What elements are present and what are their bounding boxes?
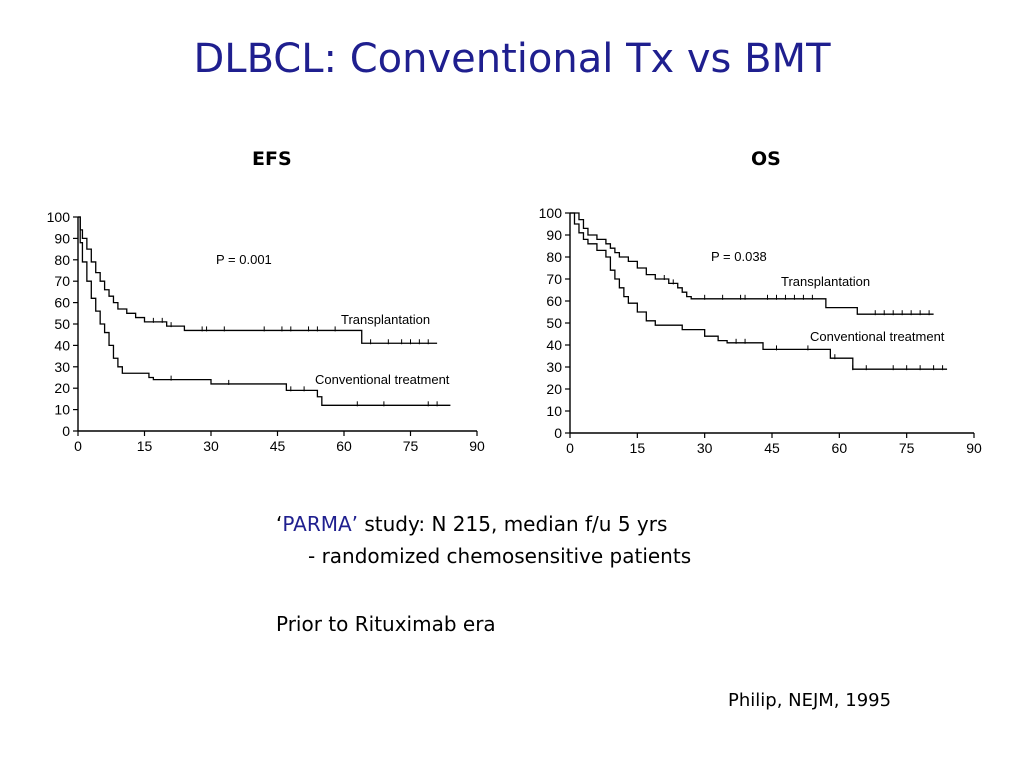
survival-curve-conventional	[78, 216, 451, 406]
series-label: Transplantation	[341, 312, 430, 327]
series-label: Conventional treatment	[810, 329, 945, 344]
study-name: PARMA’	[282, 512, 359, 536]
quote-open: ‘	[276, 512, 283, 536]
y-tick-label: 80	[546, 249, 562, 265]
slide-title: DLBCL: Conventional Tx vs BMT	[193, 36, 831, 82]
y-tick-label: 20	[546, 381, 562, 397]
p-value-annotation: P = 0.038	[711, 249, 767, 264]
y-tick-label: 70	[54, 273, 70, 289]
x-tick-label: 60	[336, 438, 352, 454]
survival-curve-conventional	[570, 212, 948, 370]
y-tick-label: 80	[54, 252, 70, 268]
p-value-annotation: P = 0.001	[216, 252, 272, 267]
y-tick-label: 60	[546, 293, 562, 309]
os-chart: 0 15 30 45 60 75 90 0 10 20 30 40 50 60 70 80 90 100 Trans…	[539, 205, 982, 456]
y-tick-label: 0	[554, 425, 562, 441]
series-label: Conventional treatment	[315, 372, 450, 387]
survival-curve-transplantation	[78, 216, 438, 344]
y-tick-label: 90	[546, 227, 562, 243]
study-details: study: N 215, median f/u 5 yrs	[358, 512, 668, 536]
notes-line-3: Prior to Rituximab era	[276, 612, 496, 636]
y-tick-label: 100	[539, 205, 563, 221]
x-tick-label: 0	[566, 440, 574, 456]
survival-curve-transplantation	[570, 212, 934, 315]
x-tick-label: 15	[630, 440, 646, 456]
y-tick-label: 40	[546, 337, 562, 353]
efs-panel-title: EFS	[252, 148, 292, 170]
notes-line-2: - randomized chemosensitive patients	[308, 544, 692, 568]
study-notes: ‘PARMA’ study: N 215, median f/u 5 yrs -…	[276, 508, 691, 640]
x-tick-label: 30	[697, 440, 713, 456]
os-panel-title: OS	[751, 148, 781, 170]
y-tick-label: 30	[54, 359, 70, 375]
y-tick-label: 40	[54, 337, 70, 353]
y-tick-label: 100	[47, 209, 71, 225]
x-tick-label: 75	[403, 438, 419, 454]
x-tick-label: 45	[764, 440, 780, 456]
y-tick-label: 50	[54, 316, 70, 332]
y-tick-label: 90	[54, 230, 70, 246]
y-tick-label: 0	[62, 423, 70, 439]
citation: Philip, NEJM, 1995	[728, 690, 892, 711]
x-tick-label: 30	[203, 438, 219, 454]
y-tick-label: 10	[54, 402, 70, 418]
y-tick-label: 50	[546, 315, 562, 331]
y-tick-label: 60	[54, 295, 70, 311]
y-tick-label: 30	[546, 359, 562, 375]
notes-line-1: ‘PARMA’ study: N 215, median f/u 5 yrs	[276, 508, 691, 540]
x-tick-label: 45	[270, 438, 286, 454]
x-tick-label: 90	[966, 440, 982, 456]
x-tick-label: 90	[469, 438, 485, 454]
y-tick-label: 70	[546, 271, 562, 287]
x-tick-label: 60	[832, 440, 848, 456]
y-tick-label: 20	[54, 380, 70, 396]
x-tick-label: 75	[899, 440, 915, 456]
series-label: Transplantation	[781, 274, 870, 289]
efs-chart: 0 15 30 45 60 75 90 0 10 20 30 40 50 60 70 80 90 100 Trans…	[47, 209, 485, 454]
x-tick-label: 15	[137, 438, 153, 454]
x-tick-label: 0	[74, 438, 82, 454]
y-tick-label: 10	[546, 403, 562, 419]
